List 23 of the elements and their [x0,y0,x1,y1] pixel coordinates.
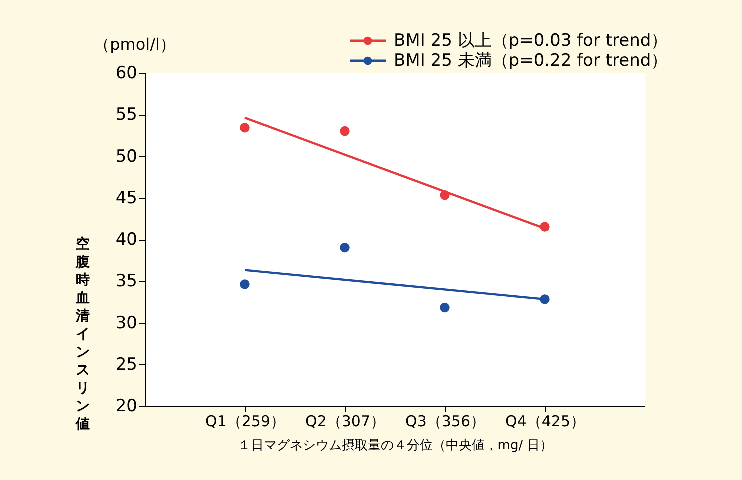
legend-label: BMI 25 以上（p=0.03 for trend） [394,31,668,51]
text: 空腹時血清インスリン値 [76,236,90,432]
y-tick-label: 20 [116,396,138,416]
y-tick-label: 25 [116,354,138,375]
x-tick-label: Q3（356） [406,412,486,430]
point [339,242,351,254]
legend-label: BMI 25 未満（p=0.22 for trend） [394,51,668,71]
y-tick-label: 40 [116,230,138,250]
point [339,126,351,137]
x-tick-label: Q1（259） [206,412,286,430]
text: （pmol/l） [94,35,176,54]
x-axis-title: １日マグネシウム摂取量の４分位（中央値，mg/ 日） [238,438,554,454]
point [439,302,451,314]
y-tick-label: 30 [116,313,138,334]
y-tick-label: 60 [116,64,138,84]
y-tick-label: 50 [116,146,138,167]
y-tick-label: 45 [116,188,138,208]
y-tick-label: 35 [116,272,138,292]
y-tick-label: 55 [116,105,138,126]
point [239,278,251,290]
x-tick-label: Q4（425） [506,412,586,430]
x-tick-label: Q2（307） [306,412,386,430]
point [239,122,251,134]
